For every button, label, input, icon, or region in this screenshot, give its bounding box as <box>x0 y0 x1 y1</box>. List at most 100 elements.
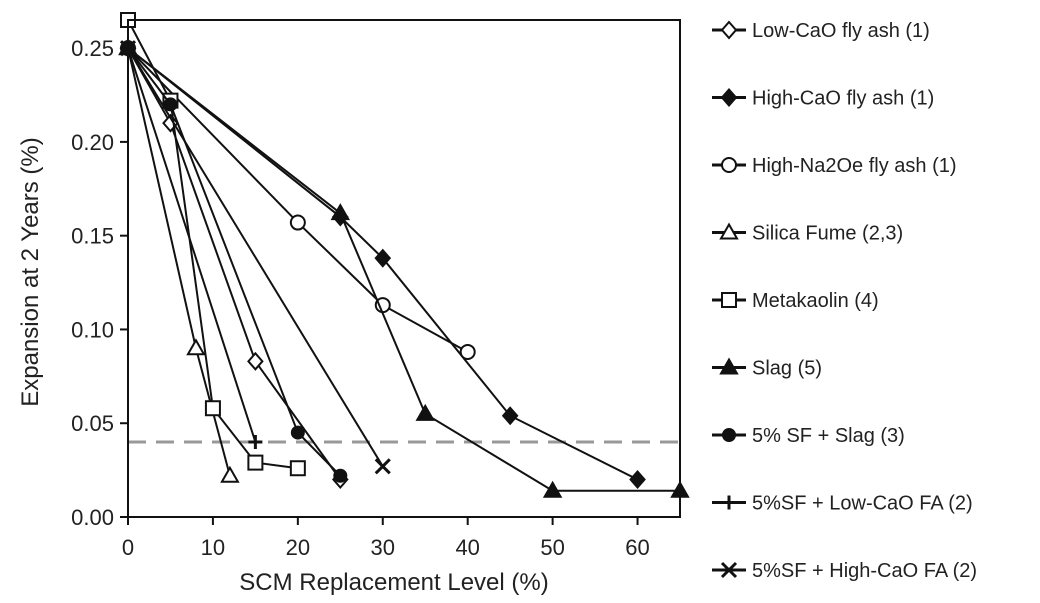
legend-item: 5% SF + Slag (3) <box>712 425 905 447</box>
legend-marker-shape <box>721 292 737 308</box>
data-point-shape <box>374 458 391 475</box>
data-point <box>220 465 240 483</box>
data-point <box>542 480 563 498</box>
data-point <box>333 468 348 483</box>
data-point <box>459 343 476 360</box>
y-axis-label: Expansion at 2 Years (%) <box>17 137 44 407</box>
x-tick-label: 40 <box>455 535 479 560</box>
legend-marker <box>722 428 736 442</box>
legend-label: Silica Fume (2,3) <box>752 223 903 245</box>
data-point-shape <box>415 403 435 421</box>
data-point-shape <box>247 454 264 471</box>
data-point <box>247 454 264 471</box>
data-point-shape <box>220 465 240 483</box>
legend-marker-shape <box>720 87 738 108</box>
axes: 0 10 20 30 40 50 60 0.00 0.05 0.10 0.15 0.20 0.25 <box>71 19 681 560</box>
series-5 <box>120 12 306 477</box>
x-tick-label: 10 <box>201 535 225 560</box>
x-tick-label: 60 <box>625 535 649 560</box>
data-point <box>330 203 351 221</box>
data-point <box>186 338 206 356</box>
legend-marker <box>719 357 739 375</box>
series-line <box>127 47 342 481</box>
series-3 <box>120 40 476 360</box>
x-tick-label: 50 <box>540 535 564 560</box>
y-tick-label: 0.15 <box>71 224 114 249</box>
series-1 <box>119 38 349 490</box>
series-line <box>127 47 257 443</box>
series-8 <box>121 41 263 449</box>
series-7 <box>121 41 348 483</box>
series-line <box>127 47 384 467</box>
legend-marker <box>722 495 736 510</box>
y-tick-label: 0.20 <box>71 130 114 155</box>
data-point <box>248 434 263 449</box>
legend-marker <box>721 157 737 173</box>
y-tick-label: 0.10 <box>71 317 114 342</box>
data-point <box>163 97 178 112</box>
series-line <box>127 47 469 353</box>
data-point <box>162 113 179 133</box>
legend-marker-shape <box>719 222 739 240</box>
series-6 <box>118 38 690 498</box>
legend: Low-CaO fly ash (1) High-CaO fly ash (1) H… <box>712 20 977 582</box>
x-tick-label: 30 <box>371 535 395 560</box>
data-point-shape <box>330 203 351 221</box>
legend-marker <box>721 292 737 308</box>
data-point-shape <box>333 468 348 483</box>
data-point-shape <box>204 400 221 417</box>
legend-label: High-Na2Oe fly ash (1) <box>752 155 957 177</box>
data-point-shape <box>501 406 519 426</box>
x-tick-label: 20 <box>286 535 310 560</box>
legend-item: 5%SF + Low-CaO FA (2) <box>712 493 973 515</box>
legend-marker <box>719 222 739 240</box>
legend-item: 5%SF + High-CaO FA (2) <box>712 560 977 582</box>
y-tick-label: 0.25 <box>71 36 114 61</box>
x-tick-label: 0 <box>122 535 134 560</box>
data-point <box>374 248 392 268</box>
data-point <box>501 406 519 426</box>
data-point-shape <box>163 97 178 112</box>
legend-marker <box>720 87 738 108</box>
legend-label: 5% SF + Slag (3) <box>752 425 905 447</box>
legend-marker-shape <box>722 495 736 510</box>
legend-marker-shape <box>720 561 738 579</box>
x-axis-label: SCM Replacement Level (%) <box>239 569 548 596</box>
data-point <box>289 214 306 231</box>
legend-item: Metakaolin (4) <box>712 290 879 312</box>
plot-area <box>118 12 690 498</box>
legend-label: Slag (5) <box>752 358 822 380</box>
data-point-shape <box>186 338 206 356</box>
legend-marker <box>720 20 738 40</box>
data-point-shape <box>290 425 305 440</box>
data-point-shape <box>248 434 263 449</box>
legend-marker-shape <box>720 20 738 40</box>
y-tick-label: 0.00 <box>71 505 114 530</box>
legend-label: 5%SF + Low-CaO FA (2) <box>752 493 973 515</box>
data-point-shape <box>629 469 646 490</box>
legend-marker-shape <box>721 157 737 173</box>
data-point-shape <box>459 343 476 360</box>
data-point-shape <box>289 214 306 231</box>
legend-marker-shape <box>719 357 739 375</box>
legend-item: Low-CaO fly ash (1) <box>712 20 930 42</box>
legend-label: 5%SF + High-CaO FA (2) <box>752 560 977 582</box>
data-point-shape <box>374 248 392 268</box>
data-point <box>374 458 391 475</box>
data-point <box>629 469 646 490</box>
legend-marker <box>720 561 738 579</box>
data-point <box>415 403 435 421</box>
legend-label: High-CaO fly ash (1) <box>752 88 934 110</box>
data-point <box>289 460 306 477</box>
data-point-shape <box>162 113 179 133</box>
data-point <box>290 425 305 440</box>
data-point <box>247 351 264 371</box>
series-2 <box>119 38 646 490</box>
legend-item: High-Na2Oe fly ash (1) <box>712 155 957 177</box>
data-point-shape <box>542 480 563 498</box>
data-point-shape <box>289 460 306 477</box>
legend-item: Silica Fume (2,3) <box>712 222 903 245</box>
data-point-shape <box>247 351 264 371</box>
y-tick-label: 0.05 <box>71 411 114 436</box>
